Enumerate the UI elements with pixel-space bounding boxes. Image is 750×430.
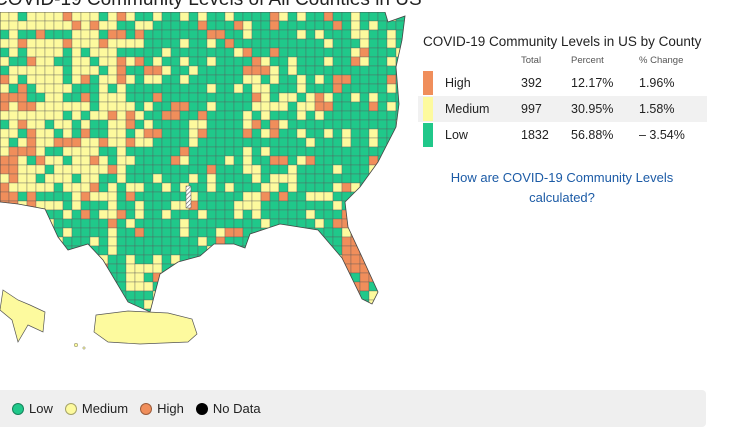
level-label: Low <box>445 128 468 142</box>
summary-panel: COVID-19 Community Levels in US by Count… <box>418 34 708 148</box>
summary-header-row: Total Percent % Change <box>418 53 707 70</box>
summary-row-medium: Medium 997 30.95% 1.58% <box>418 96 707 122</box>
summary-table: Total Percent % Change High 392 12.17% 1… <box>418 53 707 148</box>
legend-label: High <box>157 401 184 416</box>
high-swatch <box>423 71 433 95</box>
legend-label: Medium <box>81 401 129 416</box>
legend-item-no-data: No Data <box>195 401 261 416</box>
medium-swatch <box>423 97 433 121</box>
low-swatch <box>423 123 433 147</box>
header-percent: Percent <box>571 55 604 66</box>
high-dot-icon <box>140 402 153 415</box>
total-value: 392 <box>521 76 542 90</box>
map-legend: Low Medium High No Data <box>0 390 706 427</box>
legend-item-medium: Medium <box>64 401 129 416</box>
legend-item-low: Low <box>12 401 53 416</box>
summary-row-low: Low 1832 56.88% – 3.54% <box>418 122 707 148</box>
change-value: 1.58% <box>639 96 707 122</box>
legend-label: Low <box>29 401 53 416</box>
level-label: Medium <box>439 96 521 122</box>
percent-value: 30.95% <box>571 96 639 122</box>
percent-value: 12.17% <box>571 76 614 90</box>
percent-value: 56.88% <box>571 128 614 142</box>
change-value: 1.96% <box>639 76 675 90</box>
low-dot-icon <box>12 402 24 415</box>
change-value: – 3.54% <box>639 128 685 142</box>
total-value: 997 <box>521 96 571 122</box>
summary-row-high: High 392 12.17% 1.96% <box>418 70 707 96</box>
summary-title: COVID-19 Community Levels in US by Count… <box>423 34 702 49</box>
no-data-dot-icon <box>195 402 208 415</box>
header-total: Total <box>521 55 542 66</box>
legend-label: No Data <box>212 401 261 416</box>
total-value: 1832 <box>521 128 549 142</box>
medium-dot-icon <box>64 402 77 415</box>
legend-item-high: High <box>140 401 184 416</box>
level-label: High <box>445 76 471 90</box>
header-change: % Change <box>639 55 684 66</box>
community-levels-link[interactable]: How are COVID-19 Community Levels calcul… <box>450 170 674 205</box>
page-title: COVID-19 Community Levels of All Countie… <box>0 0 422 11</box>
us-county-map[interactable] <box>0 12 410 352</box>
